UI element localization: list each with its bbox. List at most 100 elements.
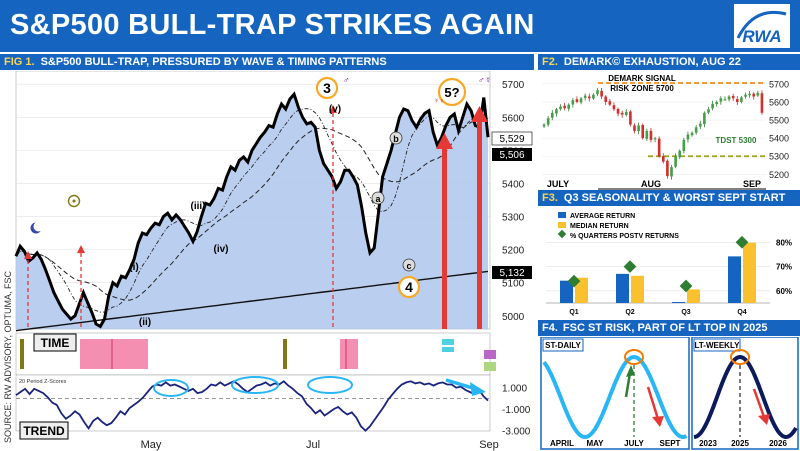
bar-average xyxy=(672,302,685,304)
svg-text:5?: 5? xyxy=(444,85,459,100)
x-tick-label: Jul xyxy=(306,439,320,451)
category-label: Q2 xyxy=(625,309,634,316)
wave-v-label: (v) xyxy=(329,104,341,115)
daily-up-arrow-head xyxy=(626,365,635,377)
candle-body xyxy=(686,134,690,140)
candle-body xyxy=(555,109,558,114)
fig1-header: FIG 1. S&P500 BULL-TRAP, PRESSURED BY WAV… xyxy=(0,54,534,70)
candle-body xyxy=(670,167,673,177)
candle-body xyxy=(645,130,649,139)
svg-text:c: c xyxy=(406,261,411,271)
candle-body xyxy=(587,96,591,99)
candle-body xyxy=(719,98,723,102)
candle-body xyxy=(674,156,677,167)
weekly-down-arrow-head xyxy=(758,414,770,425)
price-line xyxy=(14,91,490,329)
weekly-cycle-wave xyxy=(693,354,798,440)
zscore-tick-label: -1.000 xyxy=(502,405,531,416)
time-band xyxy=(15,332,496,376)
candle-body xyxy=(641,124,645,139)
candle-body xyxy=(756,92,760,96)
daily-x-tick: MAY xyxy=(586,439,604,448)
candle-body xyxy=(612,105,616,110)
legend-median: MEDIAN RETURN xyxy=(570,223,629,230)
right-tick-label: 80% xyxy=(776,238,792,247)
price-callout-5506: 5,506 xyxy=(492,148,532,161)
wave-iii-label: (iii) xyxy=(191,201,206,212)
fig4-label: F4. xyxy=(542,322,558,334)
svg-text:b: b xyxy=(393,134,399,144)
candle-body xyxy=(703,112,706,125)
mars-icon: ♂ xyxy=(343,75,350,85)
y-tick-label: 5400 xyxy=(502,179,525,190)
right-tick-label: 60% xyxy=(776,287,792,296)
y-tick-label: 5400 xyxy=(769,134,789,144)
fig1-label: FIG 1. xyxy=(4,56,35,68)
legend-positive: % QUARTERS POSTV RETURNS xyxy=(570,233,679,240)
wave-a-label: a xyxy=(371,191,385,205)
fig4-header: F4. FSC ST RISK, PART OF LT TOP IN 2025 xyxy=(538,320,800,336)
candle-body xyxy=(575,99,579,102)
candle-body xyxy=(579,98,583,103)
wave-b-label: b xyxy=(389,131,403,145)
candle-body xyxy=(546,118,550,125)
candle-body xyxy=(723,99,727,101)
daily-down-arrow-head xyxy=(652,416,664,427)
fig4-title: FSC ST RISK, PART OF LT TOP IN 2025 xyxy=(562,322,768,334)
y-tick-label: 5300 xyxy=(769,152,789,162)
y-tick-label: 5000 xyxy=(502,312,525,323)
candle-body xyxy=(744,94,747,97)
category-label: Q4 xyxy=(737,309,746,316)
mercury-icon: ♂☿ xyxy=(478,75,492,85)
price-callout-5529: 5,529 xyxy=(491,131,533,146)
candle-body xyxy=(690,132,694,136)
svg-text:TREND: TREND xyxy=(23,424,65,438)
y-tick-label: 5700 xyxy=(769,79,789,89)
fig3-label: F3. xyxy=(542,192,558,204)
fig3-header: F3. Q3 SEASONALITY & WORST SEPT START xyxy=(538,190,800,206)
candle-body xyxy=(735,99,739,102)
fig4-chart: ST-DAILY APRIL MAY JULY SEPT LT-WEEKLY 2023… xyxy=(538,337,800,451)
candle-body xyxy=(592,94,595,99)
fig2-header: F2. DEMARK© EXHAUSTION, AUG 22 xyxy=(538,54,800,70)
svg-text:TIME: TIME xyxy=(41,336,70,350)
risk-zone-label: RISK ZONE 5700 xyxy=(610,84,674,93)
y-tick-label: 5200 xyxy=(769,170,789,180)
fig1-chart: 50005100520053005400550056005700 SOURCE:… xyxy=(0,71,534,451)
x-tick-label: Sep xyxy=(479,439,499,451)
bar-average xyxy=(728,256,741,303)
y-tick-label: 5200 xyxy=(502,246,525,257)
weekly-label: LT-WEEKLY xyxy=(695,341,741,350)
candle-body xyxy=(711,103,714,109)
legend-average: AVERAGE RETURN xyxy=(570,213,635,220)
zscore-peak-highlights xyxy=(153,376,353,397)
wave-c-label: c xyxy=(402,258,416,272)
fig1-title: S&P500 BULL-TRAP, PRESSURED BY WAVE & TI… xyxy=(40,56,387,68)
candle-body xyxy=(596,90,599,95)
bar-median xyxy=(575,277,588,303)
daily-up-arrow-shaft xyxy=(624,372,632,398)
candle-body xyxy=(583,95,587,98)
y-tick-label: 5500 xyxy=(769,116,789,126)
moving-average-short xyxy=(15,108,489,313)
candle-body xyxy=(748,93,751,96)
zscore-trend-arrow xyxy=(445,378,486,396)
candle-body xyxy=(707,109,710,113)
candle-body xyxy=(760,93,764,113)
demark-signal-label: DEMARK SIGNAL xyxy=(608,74,676,83)
zscore-tick-label: 1.000 xyxy=(502,384,527,395)
fig3-title: Q3 SEASONALITY & WORST SEPT START xyxy=(563,192,786,204)
bull-trap-arrows xyxy=(436,106,488,329)
candle-body xyxy=(542,124,546,127)
fig3-chart: AVERAGE RETURN MEDIAN RETURN % QUARTERS … xyxy=(538,207,800,319)
candle-body xyxy=(616,109,620,114)
zscore-caption: 20 Period Z-Scores xyxy=(19,379,67,385)
wave-5-label: 5? xyxy=(437,77,467,107)
header-banner: S&P500 BULL-TRAP STRIKES AGAIN RWA xyxy=(0,0,800,52)
svg-text:5,506: 5,506 xyxy=(499,150,524,161)
candle-body xyxy=(550,112,554,118)
candle-body xyxy=(682,139,686,151)
bar-median xyxy=(687,289,700,303)
candle-body xyxy=(653,138,657,140)
wave-iv-label: (iv) xyxy=(214,244,229,255)
